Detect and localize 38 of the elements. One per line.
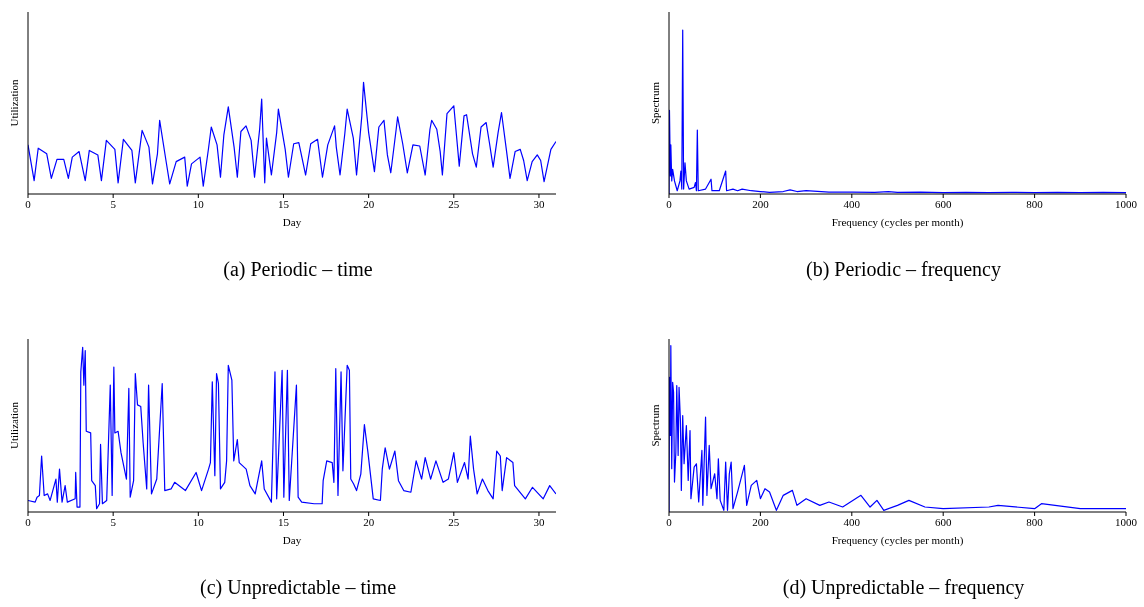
x-tick-label: 5: [110, 515, 117, 528]
x-tick-label: 10: [192, 515, 205, 528]
x-tick-label: 15: [277, 515, 290, 528]
x-tick-label: 30: [533, 515, 545, 528]
x-tick-label: 800: [1026, 197, 1044, 210]
x-axis-title: Day: [282, 534, 302, 546]
y-axis-title: Spectrum: [648, 403, 661, 447]
x-tick-label: 15: [277, 197, 290, 210]
text: (c) Unpredictable – time: [199, 576, 397, 599]
x-tick-label: 400: [843, 515, 861, 528]
x-tick-label: 200: [752, 197, 770, 210]
x-tick-label: 1000: [1115, 197, 1138, 210]
text: (b) Periodic – frequency: [805, 258, 1002, 281]
x-axis-title: Frequency (cycles per month): [831, 216, 964, 229]
x-tick-label: 10: [192, 197, 205, 210]
y-axis-title: Spectrum: [648, 81, 661, 125]
x-tick-label: 20: [363, 515, 375, 528]
x-tick-label: 30: [533, 197, 545, 210]
text: (a) Periodic – time: [222, 258, 374, 281]
y-axis-title: Utilization: [7, 401, 20, 450]
x-tick-label: 25: [448, 197, 460, 210]
x-tick-label: 5: [110, 197, 117, 210]
x-axis-title: Frequency (cycles per month): [831, 534, 964, 547]
x-tick-label: 400: [843, 197, 861, 210]
x-axis-title: Day: [282, 216, 302, 228]
x-tick-label: 0: [666, 515, 673, 528]
x-tick-label: 800: [1026, 515, 1044, 528]
x-tick-label: 200: [752, 515, 770, 528]
x-tick-label: 0: [666, 197, 673, 210]
x-tick-label: 0: [25, 197, 32, 210]
text: (d) Unpredictable – frequency: [781, 576, 1026, 599]
x-tick-label: 20: [363, 197, 375, 210]
x-tick-label: 25: [448, 515, 460, 528]
x-tick-label: 0: [25, 515, 32, 528]
x-tick-label: 600: [934, 197, 952, 210]
y-axis-title: Utilization: [7, 78, 20, 127]
x-tick-label: 600: [934, 515, 952, 528]
x-tick-label: 1000: [1115, 515, 1138, 528]
